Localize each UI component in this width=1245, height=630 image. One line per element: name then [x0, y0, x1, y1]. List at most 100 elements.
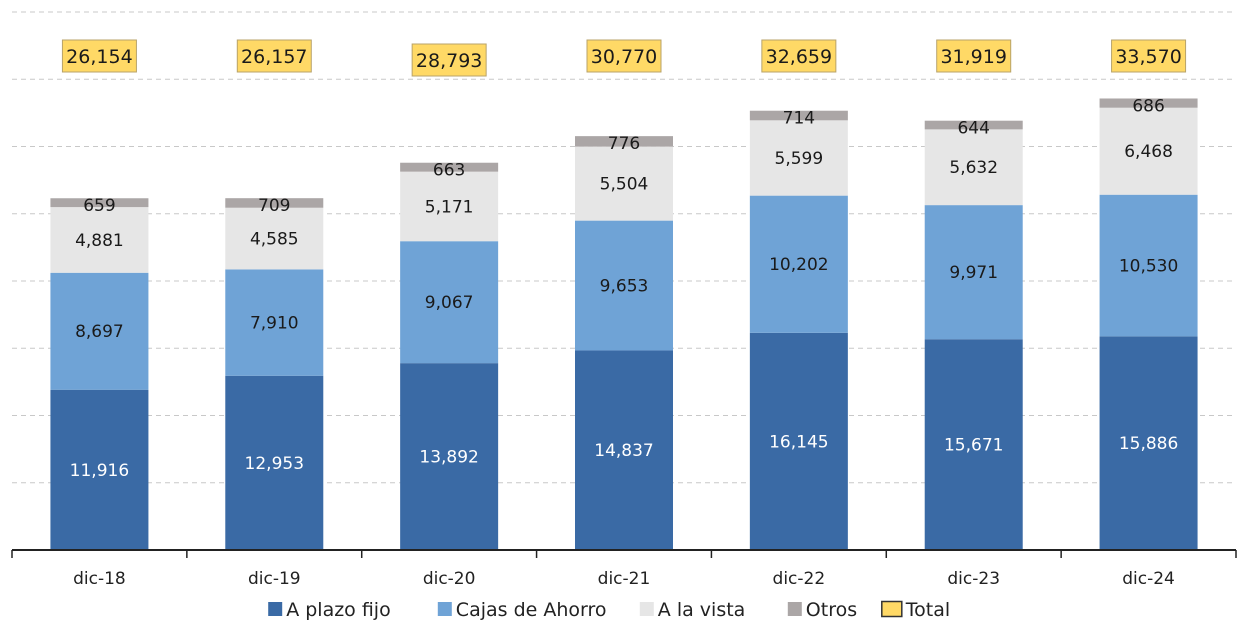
bar-a-la-vista-dic-23	[924, 129, 1023, 206]
total-label: 28,793	[411, 43, 487, 77]
x-tick-label: dic-20	[423, 569, 476, 589]
bar-a-plazo-fijo-dic-22	[749, 332, 848, 550]
data-label-cajas-de-ahorro: 9,971	[949, 263, 998, 283]
data-label-otros: 663	[433, 161, 465, 181]
bar-cajas-de-ahorro-dic-23	[924, 205, 1023, 340]
segment-labels: 11,916 8,697 4,881 659 12,953 7,910 4,585 709 13…	[70, 96, 1179, 480]
data-label-a-la-vista: 4,881	[75, 231, 124, 251]
legend-label: Total	[905, 599, 950, 621]
total-label-box	[236, 39, 312, 73]
data-label-a-plazo-fijo: 13,892	[419, 448, 478, 468]
data-label-cajas-de-ahorro: 10,530	[1119, 257, 1178, 277]
data-label-cajas-de-ahorro: 8,697	[75, 322, 124, 342]
bar-otros-dic-22	[749, 110, 848, 121]
x-tick-label: dic-18	[73, 569, 126, 589]
bar-a-la-vista-dic-18	[50, 207, 149, 273]
data-label-otros: 644	[957, 119, 989, 139]
legend-item-otros: Otros	[787, 599, 857, 621]
total-label: 32,659	[761, 39, 837, 73]
total-label-box	[1111, 39, 1187, 73]
total-label-text: 31,919	[940, 46, 1006, 68]
data-label-a-plazo-fijo: 15,671	[944, 436, 1003, 456]
total-label-text: 26,154	[66, 46, 132, 68]
bar-cajas-de-ahorro-dic-21	[575, 220, 673, 351]
bar-a-plazo-fijo-dic-19	[225, 375, 324, 550]
data-label-otros: 659	[83, 196, 115, 216]
x-tick-label: dic-23	[947, 569, 1000, 589]
legend-label: A la vista	[658, 599, 746, 621]
legend-item-a-la-vista: A la vista	[639, 599, 746, 621]
bar-a-la-vista-dic-19	[225, 207, 324, 270]
data-label-a-plazo-fijo: 15,886	[1119, 434, 1178, 454]
x-tick-label: dic-19	[248, 569, 301, 589]
bars	[50, 98, 1198, 550]
total-label-box	[761, 39, 837, 73]
total-label: 31,919	[936, 39, 1012, 73]
data-label-cajas-de-ahorro: 7,910	[250, 314, 299, 334]
bar-a-la-vista-dic-22	[749, 120, 848, 196]
bar-a-plazo-fijo-dic-23	[924, 339, 1023, 550]
legend-swatch	[787, 602, 802, 616]
data-label-otros: 686	[1132, 96, 1164, 116]
bar-otros-dic-20	[400, 162, 499, 172]
total-label-text: 30,770	[591, 46, 657, 68]
total-label-text: 32,659	[766, 46, 832, 68]
legend-swatch	[268, 602, 283, 616]
total-label-text: 28,793	[416, 50, 482, 72]
legend-label: A plazo fijo	[286, 599, 391, 621]
bar-otros-dic-21	[575, 136, 673, 147]
legend-item-a-plazo-fijo: A plazo fijo	[268, 599, 391, 621]
bar-cajas-de-ahorro-dic-24	[1099, 194, 1198, 337]
bar-otros-dic-23	[924, 120, 1023, 130]
data-label-cajas-de-ahorro: 10,202	[769, 255, 828, 275]
total-label-text: 26,157	[241, 46, 307, 68]
data-label-cajas-de-ahorro: 9,067	[425, 293, 474, 313]
data-label-otros: 714	[783, 109, 815, 129]
legend-swatch	[639, 602, 654, 616]
total-label: 26,154	[61, 39, 137, 73]
data-label-a-la-vista: 5,599	[775, 149, 824, 169]
legend: A plazo fijo Cajas de Ahorro A la vista Otr…	[268, 599, 950, 621]
bar-otros-dic-19	[225, 198, 324, 208]
data-label-a-la-vista: 5,632	[949, 158, 998, 178]
data-label-a-la-vista: 4,585	[250, 230, 299, 250]
legend-swatch	[881, 600, 903, 618]
total-label-box	[586, 39, 662, 73]
total-label-text: 33,570	[1115, 46, 1181, 68]
legend-label: Cajas de Ahorro	[456, 599, 607, 621]
total-label-box	[61, 39, 137, 73]
bar-a-plazo-fijo-dic-24	[1099, 336, 1198, 550]
bar-cajas-de-ahorro-dic-19	[225, 269, 324, 376]
legend-item-cajas-de-ahorro: Cajas de Ahorro	[437, 599, 607, 621]
data-label-a-plazo-fijo: 11,916	[70, 461, 129, 481]
total-labels: 26,154 26,157 28,793 30,770 32,659 31,919 33,5…	[61, 39, 1187, 77]
total-label: 30,770	[586, 39, 662, 73]
data-label-a-plazo-fijo: 16,145	[769, 432, 828, 452]
data-label-a-plazo-fijo: 12,953	[245, 454, 304, 474]
data-label-a-la-vista: 5,504	[600, 175, 649, 195]
total-label: 33,570	[1111, 39, 1187, 73]
bar-a-plazo-fijo-dic-21	[575, 350, 673, 550]
bar-a-la-vista-dic-24	[1099, 107, 1198, 195]
bar-cajas-de-ahorro-dic-18	[50, 272, 149, 390]
bar-a-plazo-fijo-dic-20	[400, 363, 499, 550]
data-label-a-la-vista: 5,171	[425, 197, 474, 217]
bar-a-la-vista-dic-20	[400, 171, 499, 242]
bar-a-la-vista-dic-21	[575, 146, 673, 221]
x-tick-label: dic-24	[1122, 569, 1175, 589]
data-label-otros: 776	[608, 134, 640, 154]
legend-item-total: Total	[881, 599, 950, 621]
legend-label: Otros	[806, 599, 857, 621]
bar-a-plazo-fijo-dic-18	[50, 389, 149, 550]
x-tick-label: dic-22	[773, 569, 826, 589]
data-label-a-plazo-fijo: 14,837	[594, 441, 653, 461]
bar-otros-dic-24	[1099, 98, 1198, 108]
x-tick-label: dic-21	[598, 569, 651, 589]
data-label-a-la-vista: 6,468	[1124, 142, 1173, 162]
bar-cajas-de-ahorro-dic-22	[749, 195, 848, 333]
data-label-otros: 709	[258, 196, 290, 216]
total-label-box	[411, 43, 487, 77]
total-label: 26,157	[236, 39, 312, 73]
data-label-cajas-de-ahorro: 9,653	[600, 277, 649, 297]
